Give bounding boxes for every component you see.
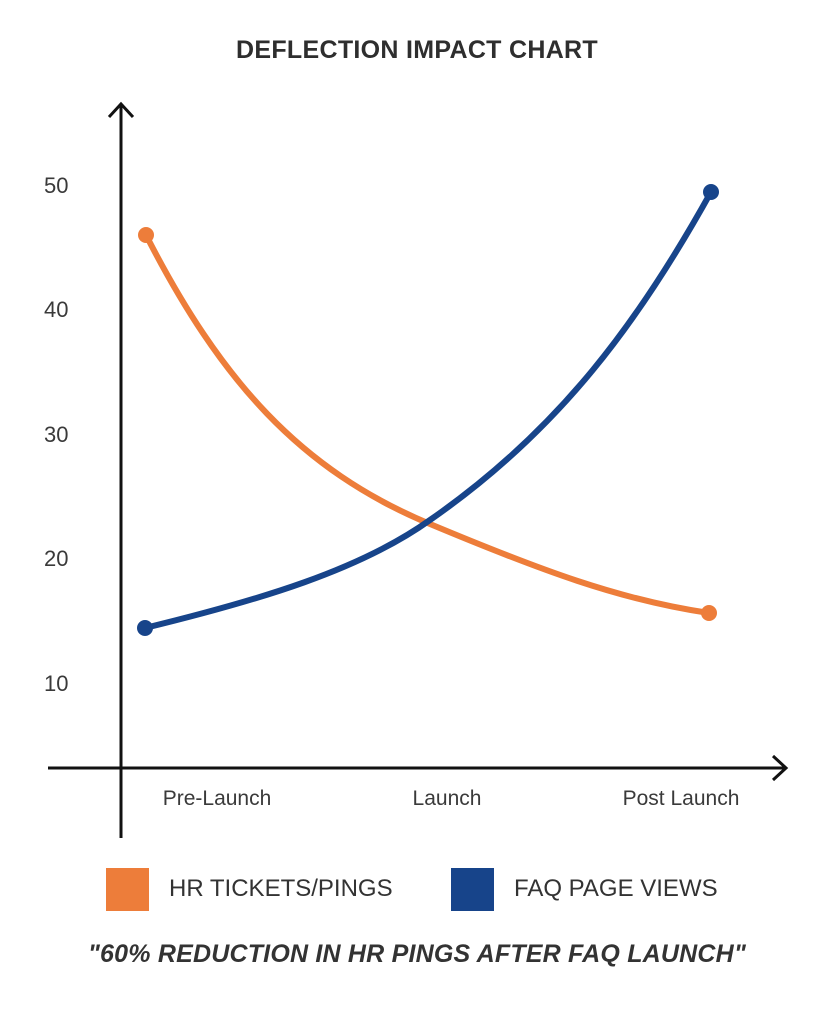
y-axis-arrow-icon	[107, 101, 135, 119]
legend-label-faq-views: FAQ PAGE VIEWS	[514, 875, 718, 902]
legend-label-hr-tickets: HR TICKETS/PINGS	[169, 875, 393, 902]
x-tick-launch: Launch	[412, 787, 482, 810]
y-tick-30: 30	[44, 422, 69, 447]
y-tick-10: 10	[44, 671, 69, 696]
hr-tickets-point-pre-launch	[138, 227, 154, 243]
series-hr-tickets-line	[143, 232, 712, 616]
x-tick-post-launch: Post Launch	[622, 787, 740, 810]
legend-swatch-blue-icon	[451, 867, 494, 911]
y-tick-40: 40	[44, 297, 69, 322]
hr-tickets-point-post-launch	[701, 605, 717, 621]
y-tick-50: 50	[44, 173, 69, 198]
faq-views-point-pre-launch	[137, 620, 153, 636]
x-axis-arrow-icon	[771, 754, 789, 782]
legend-item-faq-views: FAQ PAGE VIEWS	[451, 866, 718, 912]
x-tick-pre-launch: Pre-Launch	[162, 787, 272, 810]
y-tick-20: 20	[44, 546, 69, 571]
series-faq-views-line	[142, 189, 714, 631]
legend-item-hr-tickets: HR TICKETS/PINGS	[106, 866, 393, 912]
faq-views-point-post-launch	[703, 184, 719, 200]
chart-title: DEFLECTION IMPACT CHART	[236, 36, 598, 64]
chart-footnote: "60% REDUCTION IN HR PINGS AFTER FAQ LAU…	[87, 940, 746, 968]
legend-swatch-orange-icon	[106, 867, 149, 911]
